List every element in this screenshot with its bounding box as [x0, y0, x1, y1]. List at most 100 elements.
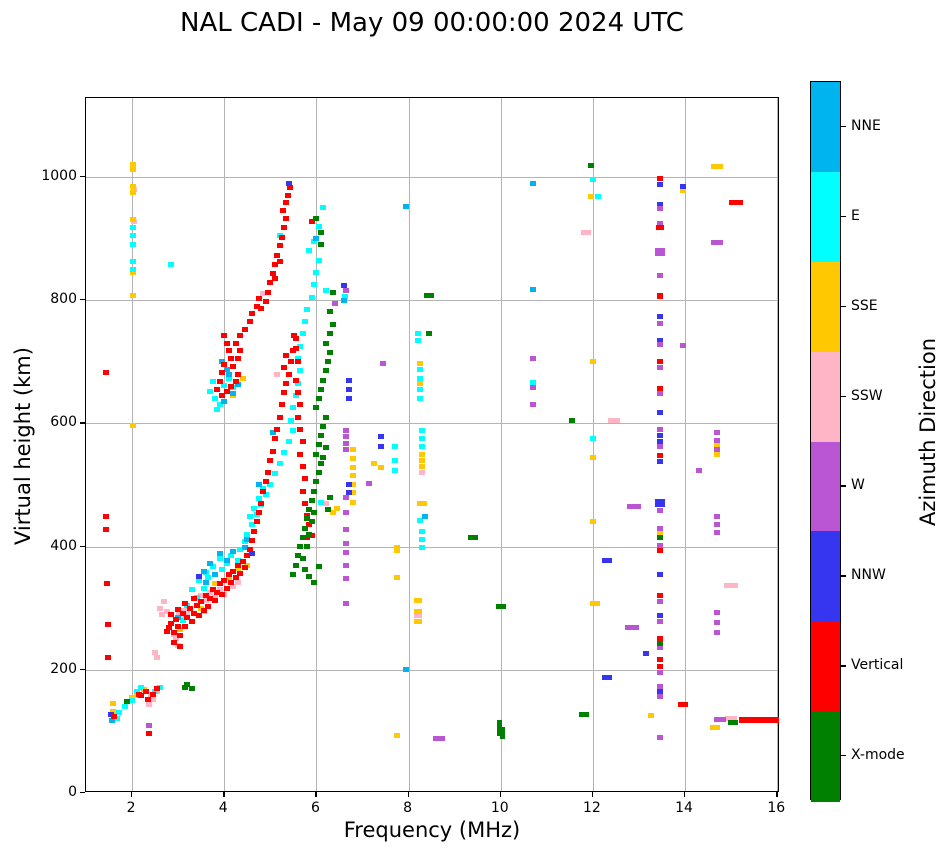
data-point-x-mode — [426, 331, 433, 337]
data-point-vertical — [202, 593, 209, 599]
x-axis-label: Frequency (MHz) — [343, 818, 521, 842]
y-tick-label: 1000 — [41, 167, 77, 184]
data-point-vertical — [138, 693, 145, 699]
y-axis-label: Virtual height (km) — [11, 347, 35, 545]
data-point-e — [313, 269, 320, 275]
data-point-nne — [313, 235, 320, 241]
data-point-nnw — [377, 434, 384, 440]
data-point-vertical — [248, 311, 255, 317]
data-point-vertical — [258, 500, 265, 506]
data-point-e — [130, 266, 136, 272]
data-point-w — [343, 434, 350, 440]
data-point-ssw — [235, 579, 242, 585]
data-point-e — [133, 688, 140, 694]
data-point-sse — [334, 505, 341, 511]
data-point-sse — [350, 499, 357, 505]
data-point-e — [320, 205, 327, 211]
data-point-w — [343, 494, 350, 500]
data-point-e — [419, 444, 426, 450]
data-point-e — [414, 337, 421, 343]
data-point-ssw — [154, 654, 161, 660]
data-point-e — [209, 378, 216, 384]
data-point-vertical — [292, 345, 299, 351]
data-point-x-mode — [587, 162, 594, 168]
colorbar-tick — [841, 665, 846, 667]
data-point-e — [391, 443, 398, 449]
figure-title: NAL CADI - May 09 00:00:00 2024 UTC — [180, 8, 684, 38]
colorbar-tick — [841, 125, 846, 128]
data-point-w — [529, 356, 536, 362]
data-point-w — [656, 735, 663, 741]
data-point-sse — [394, 732, 401, 738]
data-point-e — [200, 585, 207, 591]
data-point-x-mode — [290, 571, 297, 577]
data-point-sse — [109, 708, 116, 714]
data-point-sse — [417, 500, 428, 506]
data-point-x-mode — [315, 470, 322, 476]
data-point-w — [656, 341, 663, 347]
x-tick-label: 16 — [767, 800, 786, 816]
data-point-w — [145, 723, 152, 729]
data-point-w — [343, 446, 350, 452]
data-point-vertical — [221, 333, 228, 339]
data-point-vertical — [255, 296, 262, 302]
data-point-vertical — [104, 621, 111, 627]
data-point-nne — [108, 717, 115, 723]
data-point-vertical — [285, 371, 292, 377]
data-point-e — [301, 319, 308, 325]
data-point-vertical — [228, 383, 235, 389]
data-point-e — [255, 495, 262, 501]
y-tick-mark — [80, 175, 85, 178]
data-point-e — [218, 567, 225, 573]
data-point-e — [292, 393, 299, 399]
data-point-nnw — [656, 459, 663, 465]
data-point-nnw — [656, 337, 663, 343]
colorbar-segment-vertical — [811, 621, 840, 712]
colorbar-segment-ssw — [811, 351, 840, 442]
data-point-vertical — [154, 685, 161, 691]
data-point-w — [656, 508, 663, 514]
y-tick-label: 200 — [50, 660, 77, 677]
data-point-vertical — [241, 564, 248, 570]
data-point-w — [656, 220, 663, 226]
data-point-e — [311, 282, 318, 288]
data-point-x-mode — [297, 544, 304, 550]
gridline-x — [408, 98, 410, 791]
data-point-vertical — [221, 577, 228, 583]
data-point-sse — [130, 217, 136, 223]
data-point-vertical — [656, 593, 663, 599]
data-point-x-mode — [304, 516, 311, 522]
x-tick-mark — [776, 792, 778, 797]
data-point-ssw — [413, 613, 422, 619]
data-point-vertical — [269, 448, 276, 454]
data-point-e — [235, 557, 242, 563]
data-point-vertical — [274, 426, 281, 432]
data-point-e — [130, 232, 136, 238]
data-point-vertical — [260, 488, 267, 494]
data-point-vertical — [255, 510, 262, 516]
data-point-x-mode — [313, 451, 320, 457]
data-point-x-mode — [320, 454, 327, 460]
colorbar-entry-label: NNE — [851, 117, 881, 134]
data-point-vertical — [294, 359, 301, 365]
data-point-vertical — [248, 537, 255, 543]
colorbar-segment-w — [811, 441, 840, 532]
data-point-e — [168, 262, 175, 268]
data-point-e — [589, 436, 596, 442]
data-point-vertical — [212, 598, 219, 604]
data-point-ssw — [202, 598, 209, 604]
data-point-w — [656, 693, 663, 699]
data-point-ssw — [419, 470, 426, 476]
data-point-vertical — [221, 362, 228, 368]
data-point-vertical — [656, 293, 663, 299]
data-point-e — [223, 561, 230, 567]
data-point-e — [267, 482, 274, 488]
data-point-vertical — [271, 261, 278, 267]
data-point-x-mode — [500, 726, 506, 739]
data-point-vertical — [103, 581, 110, 586]
data-point-vertical — [168, 621, 175, 627]
gridline-x — [224, 98, 226, 791]
data-point-sse — [212, 581, 219, 586]
data-point-nnw — [195, 573, 202, 579]
data-point-e — [214, 407, 221, 413]
